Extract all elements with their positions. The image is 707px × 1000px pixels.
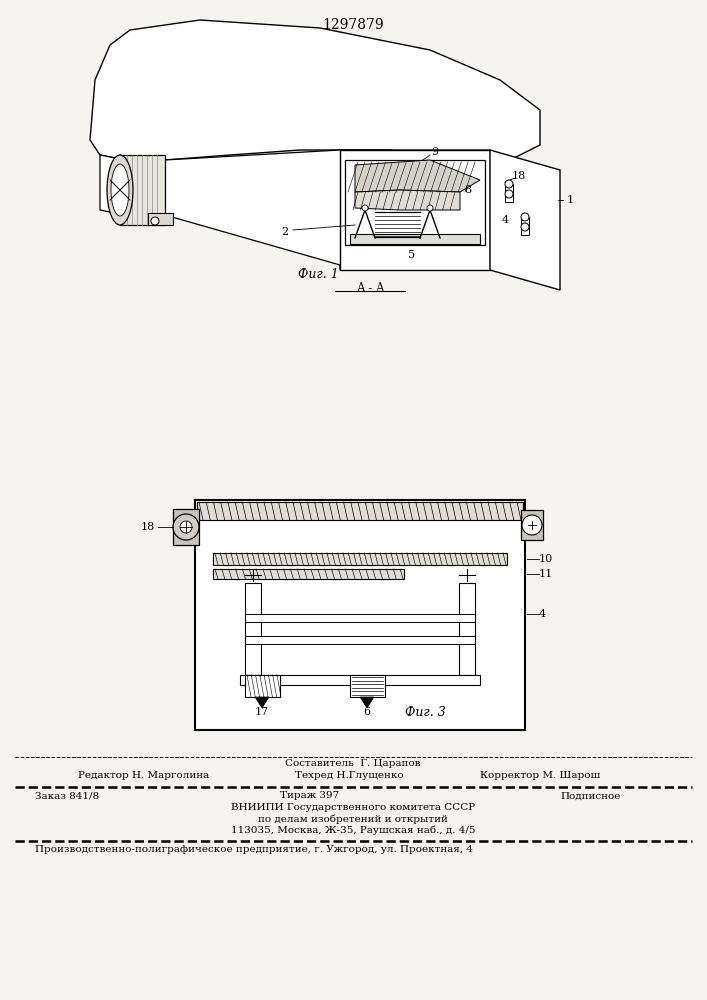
Text: 113035, Москва, Ж-35, Раушская наб., д. 4/5: 113035, Москва, Ж-35, Раушская наб., д. … <box>230 825 475 835</box>
Text: ВНИИПИ Государственного комитета СССР: ВНИИПИ Государственного комитета СССР <box>231 804 475 812</box>
Ellipse shape <box>107 155 133 225</box>
Bar <box>521 510 543 540</box>
Text: Редактор Н. Марголина: Редактор Н. Марголина <box>78 772 209 780</box>
Text: A - A: A - A <box>356 282 384 294</box>
Bar <box>245 614 475 622</box>
Polygon shape <box>165 150 490 270</box>
Bar <box>195 500 525 730</box>
Text: 11: 11 <box>539 569 554 579</box>
Text: Подписное: Подписное <box>560 792 620 800</box>
Polygon shape <box>255 697 269 708</box>
Text: Производственно-полиграфическое предприятие, г. Ужгород, ул. Проектная, 4: Производственно-полиграфическое предприя… <box>35 846 473 854</box>
Text: 18: 18 <box>141 522 155 532</box>
Polygon shape <box>120 155 165 225</box>
Text: 6: 6 <box>363 707 370 717</box>
Polygon shape <box>345 160 485 245</box>
Text: Фиг. 3: Фиг. 3 <box>405 706 445 718</box>
Text: 4: 4 <box>539 609 546 619</box>
Text: 17: 17 <box>255 707 269 717</box>
Bar <box>350 675 385 697</box>
Bar <box>505 184 513 202</box>
Text: 9: 9 <box>431 147 438 157</box>
Text: 2: 2 <box>281 227 288 237</box>
Bar <box>213 569 404 579</box>
Bar <box>213 553 507 565</box>
Polygon shape <box>100 155 165 215</box>
Polygon shape <box>360 697 374 708</box>
Bar <box>240 675 480 685</box>
Circle shape <box>180 521 192 533</box>
Text: Тираж 397: Тираж 397 <box>281 792 339 800</box>
Text: 8: 8 <box>464 185 472 195</box>
Text: по делам изобретений и открытий: по делам изобретений и открытий <box>258 814 448 824</box>
Ellipse shape <box>521 223 529 231</box>
Ellipse shape <box>505 180 513 188</box>
Text: 5: 5 <box>409 250 416 260</box>
Circle shape <box>151 217 159 225</box>
Text: 18: 18 <box>512 171 526 181</box>
Text: Корректор М. Шарош: Корректор М. Шарош <box>480 772 600 780</box>
Polygon shape <box>355 190 460 210</box>
Circle shape <box>522 515 542 535</box>
Polygon shape <box>355 160 480 192</box>
Bar <box>245 583 261 675</box>
Text: 1: 1 <box>566 195 573 205</box>
Bar <box>459 583 475 675</box>
Bar <box>245 636 475 644</box>
Bar <box>521 217 529 235</box>
Circle shape <box>362 205 368 211</box>
Text: Техред Н.Глущенко: Техред Н.Глущенко <box>295 772 404 780</box>
Circle shape <box>173 514 199 540</box>
Text: Фиг. 1: Фиг. 1 <box>298 268 339 282</box>
Circle shape <box>427 205 433 211</box>
Bar <box>350 234 480 244</box>
Polygon shape <box>490 150 560 290</box>
Bar <box>197 502 523 520</box>
Bar <box>148 213 173 225</box>
Polygon shape <box>340 150 490 270</box>
Text: 1297879: 1297879 <box>322 18 384 32</box>
Ellipse shape <box>111 164 129 216</box>
Bar <box>245 675 280 697</box>
Text: 10: 10 <box>539 554 554 564</box>
Ellipse shape <box>505 190 513 198</box>
Bar <box>173 509 199 545</box>
Polygon shape <box>90 20 540 160</box>
Text: Заказ 841/8: Заказ 841/8 <box>35 792 99 800</box>
Text: 4: 4 <box>501 215 508 225</box>
Text: Составитель  Г. Царапов: Составитель Г. Царапов <box>285 760 421 768</box>
Ellipse shape <box>521 213 529 221</box>
